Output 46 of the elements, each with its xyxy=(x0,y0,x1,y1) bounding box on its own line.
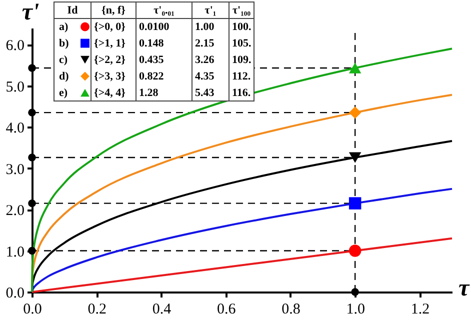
annotation: 116. xyxy=(232,86,251,99)
annotation: 0.0100 xyxy=(139,20,170,33)
annotation: 3.26 xyxy=(195,54,215,66)
text: τ'₁ xyxy=(204,4,216,16)
legend-label: d) xyxy=(59,70,70,82)
x-tick-label: 1.2 xyxy=(410,302,430,318)
y-tick-label: 4.0 xyxy=(6,120,24,136)
annotation: 0.148 xyxy=(139,37,164,50)
annotation: 112. xyxy=(232,70,251,82)
y-tick-label: 3.0 xyxy=(6,162,24,178)
y-axis-title: τ' xyxy=(22,0,40,26)
annotation: 2.15 xyxy=(195,37,215,50)
x-axis-title: τ xyxy=(458,276,470,302)
text: τ'₀.₀₁ xyxy=(154,4,174,16)
annotation: 109. xyxy=(232,54,252,66)
x-tick-label: 0.2 xyxy=(88,302,106,318)
y-tick-label: 2.0 xyxy=(6,203,24,219)
text: {n, f} xyxy=(102,4,126,16)
annotation: 0.435 xyxy=(139,54,164,66)
x-tick-label: 0.0 xyxy=(23,302,42,318)
y-tick-label: 5.0 xyxy=(6,79,24,96)
x-tick-label: 0.8 xyxy=(282,302,300,318)
annotation: 100. xyxy=(232,20,252,33)
annotation: 1.00 xyxy=(195,20,215,33)
legend-label: c) xyxy=(59,54,68,66)
annotation: 4.35 xyxy=(195,70,215,82)
x-tick-label: 0.4 xyxy=(152,302,172,318)
x-tick-label: 1.0 xyxy=(346,302,365,318)
annotation: {>0, 0} xyxy=(94,20,126,33)
legend-label: b) xyxy=(59,37,70,50)
legend-label: a) xyxy=(59,20,68,33)
y-tick-label: 1.0 xyxy=(6,244,24,260)
annotation: {>1, 1} xyxy=(94,37,126,50)
y-tick-label: 6.0 xyxy=(6,38,24,54)
text: Id xyxy=(67,4,78,16)
annotation: 0.822 xyxy=(139,70,164,82)
annotation: 105. xyxy=(232,37,252,50)
text: τ'₁₀₀ xyxy=(232,4,252,16)
x-tick-label: 0.6 xyxy=(216,302,236,318)
annotation: 1.28 xyxy=(139,86,159,99)
annotation: {>2, 2} xyxy=(94,54,126,66)
legend-label: e) xyxy=(59,86,68,99)
annotation: {>3, 3} xyxy=(94,70,126,82)
y-tick-label: 0.0 xyxy=(6,286,24,302)
annotation: 5.43 xyxy=(195,86,215,99)
annotation: {>4, 4} xyxy=(94,86,126,99)
